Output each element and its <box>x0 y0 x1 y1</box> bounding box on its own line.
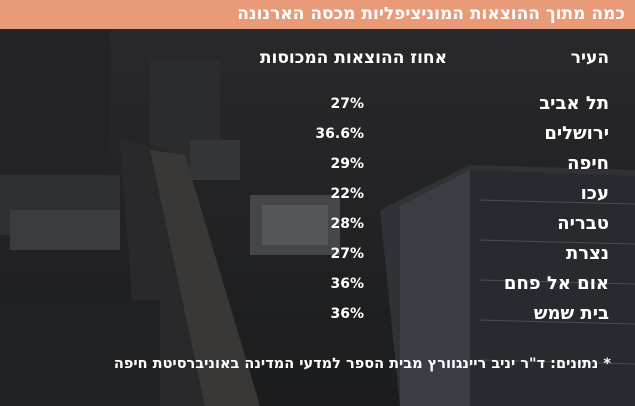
data-table: תל אביב 27% ירושלים 36.6% חיפה 29% עכו 22% טבריה… <box>0 93 635 333</box>
table-row: עכו 22% <box>0 183 635 213</box>
percent-value: 36.6% <box>315 126 364 142</box>
percent-value: 36% <box>330 306 364 322</box>
chart-title: כמה מתוך ההוצאות המוניציפליות מכסה הארנו… <box>237 4 625 24</box>
city-label: ירושלים <box>544 123 609 144</box>
city-label: אום אל פחם <box>503 273 609 294</box>
city-column-header: העיר <box>570 48 609 68</box>
city-label: טבריה <box>557 213 609 234</box>
source-note: * נתונים: ד"ר יניב ריינגוורץ מבית הספר ל… <box>113 356 611 372</box>
city-label: בית שמש <box>533 303 609 324</box>
table-row: טבריה 28% <box>0 213 635 243</box>
table-row: בית שמש 36% <box>0 303 635 333</box>
table-row: נצרת 27% <box>0 243 635 273</box>
percent-value: 27% <box>330 96 364 112</box>
table-row: אום אל פחם 36% <box>0 273 635 303</box>
city-label: נצרת <box>565 243 609 264</box>
city-label: תל אביב <box>539 93 609 114</box>
percent-column-header: אחוז ההוצאות המכוסות <box>259 48 447 68</box>
city-label: חיפה <box>567 153 609 174</box>
table-row: תל אביב 27% <box>0 93 635 123</box>
city-label: עכו <box>580 183 609 204</box>
percent-value: 28% <box>330 216 364 232</box>
table-row: ירושלים 36.6% <box>0 123 635 153</box>
percent-value: 27% <box>330 246 364 262</box>
table-row: חיפה 29% <box>0 153 635 183</box>
percent-value: 36% <box>330 276 364 292</box>
percent-value: 22% <box>330 186 364 202</box>
percent-value: 29% <box>330 156 364 172</box>
title-bar: כמה מתוך ההוצאות המוניציפליות מכסה הארנו… <box>0 0 635 29</box>
